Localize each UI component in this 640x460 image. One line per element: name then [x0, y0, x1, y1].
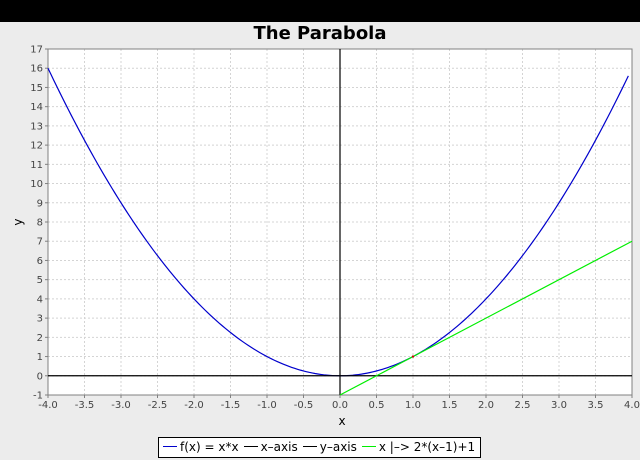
y-tick-label: 17	[30, 45, 43, 56]
legend-item: x |–> 2*(x–1)+1	[361, 438, 476, 457]
y-tick-label: 14	[30, 102, 43, 113]
y-tick-label: 1	[37, 352, 43, 363]
legend-label: x–axis	[260, 440, 298, 454]
y-tick-label: -1	[33, 391, 43, 402]
x-tick-label: -1.5	[221, 400, 241, 411]
x-tick-label: 3.0	[551, 400, 567, 411]
legend-item: f(x) = x*x	[163, 438, 239, 457]
x-tick-label: -0.5	[294, 400, 314, 411]
x-tick-label: 4.0	[624, 400, 640, 411]
chart-legend: f(x) = x*x x–axis y–axis x |–> 2*(x–1)+1	[158, 437, 481, 458]
x-tick-label: -2.0	[184, 400, 204, 411]
series-line-3	[339, 240, 633, 396]
y-tick-label: 11	[30, 160, 43, 171]
legend-label: x |–> 2*(x–1)+1	[378, 440, 476, 454]
x-tick-label: 1.0	[405, 400, 421, 411]
y-tick-label: 4	[37, 294, 43, 305]
legend-label: f(x) = x*x	[180, 440, 239, 454]
x-tick-label: 2.5	[515, 400, 531, 411]
y-tick-label: 13	[30, 121, 43, 132]
x-tick-label: -3.5	[75, 400, 95, 411]
x-tick-label: -2.5	[148, 400, 168, 411]
x-axis-label: x	[338, 414, 345, 428]
legend-swatch	[361, 446, 376, 447]
x-tick-label: -1.0	[257, 400, 277, 411]
x-tick-label: 0.5	[369, 400, 385, 411]
y-tick-label: 9	[37, 198, 43, 209]
y-tick-label: 6	[37, 256, 43, 267]
x-tick-label: 3.5	[588, 400, 604, 411]
y-tick-label: 5	[37, 275, 43, 286]
x-tick-label: 0.0	[332, 400, 348, 411]
legend-swatch	[163, 446, 177, 447]
y-tick-label: 7	[37, 237, 43, 248]
y-tick-label: 8	[37, 218, 43, 229]
chart-title: The Parabola	[253, 23, 387, 44]
y-tick-label: 10	[30, 179, 43, 190]
x-tick-label: 2.0	[478, 400, 494, 411]
tangent-point	[411, 355, 415, 358]
y-tick-label: 15	[30, 83, 43, 94]
window-top-bar	[0, 0, 640, 22]
y-tick-label: 0	[37, 371, 43, 382]
y-tick-label: 3	[37, 314, 43, 325]
legend-swatch	[243, 446, 258, 447]
y-tick-label: 12	[30, 141, 43, 152]
y-axis-label: y	[11, 218, 25, 225]
x-tick-label: -3.0	[111, 400, 131, 411]
legend-swatch	[302, 446, 317, 447]
legend-label: y–axis	[319, 440, 357, 454]
y-tick-label: 16	[30, 64, 43, 75]
y-tick-label: 2	[37, 333, 43, 344]
legend-item: x–axis	[243, 438, 298, 457]
x-tick-label: -4.0	[38, 400, 58, 411]
x-tick-label: 1.5	[442, 400, 458, 411]
legend-item: y–axis	[302, 438, 357, 457]
